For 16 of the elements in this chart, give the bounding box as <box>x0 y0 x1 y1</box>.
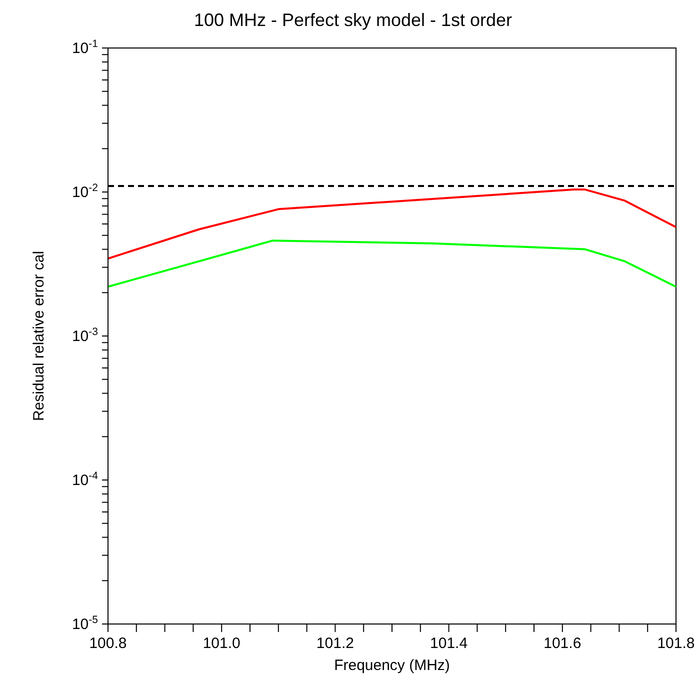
x-tick-label: 101.8 <box>657 635 695 652</box>
x-tick-label: 101.0 <box>202 635 240 652</box>
y-axis-title: Residual relative error cal <box>30 250 48 422</box>
line-series <box>108 188 676 260</box>
x-axis-title: Frequency (MHz) <box>334 657 450 674</box>
line-series <box>108 240 676 288</box>
x-tick-label: 101.2 <box>316 635 354 652</box>
y-tick-label: 10$^{-5}$ <box>72 614 98 633</box>
x-tick-label: 100.8 <box>89 635 127 652</box>
x-tick-label: 101.6 <box>544 635 582 652</box>
y-tick-label: 10$^{-2}$ <box>72 182 98 201</box>
x-tick-label: 101.4 <box>430 635 468 652</box>
y-tick-label: 10$^{-3}$ <box>72 326 98 345</box>
chart-title: 100 MHz - Perfect sky model - 1st order <box>192 9 514 32</box>
y-tick-label: 10$^{-1}$ <box>72 38 98 57</box>
y-tick-label: 10$^{-4}$ <box>72 470 98 489</box>
